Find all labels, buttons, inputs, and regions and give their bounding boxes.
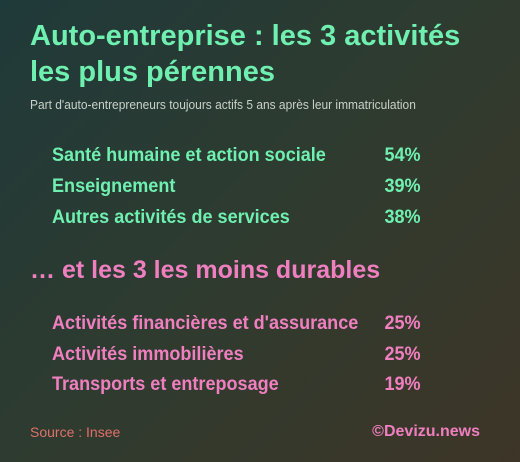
credit-link[interactable]: ©Devizu.news (372, 423, 480, 440)
top-row-label: Santé humaine et action sociale (52, 145, 326, 166)
chart-title: Auto-entreprise : les 3 activités les pl… (30, 20, 461, 88)
bottom-row-value: 25% (384, 313, 421, 334)
top-row-value: 39% (384, 176, 421, 197)
top-row-label: Enseignement (52, 176, 176, 197)
top-row: Santé humaine et action sociale 54% (52, 141, 421, 171)
bottom-heading: … et les 3 les moins durables (30, 256, 381, 284)
bottom-row: Activités immobilières 25% (52, 340, 421, 370)
top-row-label: Autres activités de services (52, 207, 290, 228)
bottom-row-label: Activités immobilières (52, 344, 244, 365)
bottom-row-label: Activités financières et d'assurance (52, 313, 359, 334)
bottom-row-label: Transports et entreposage (52, 374, 279, 395)
top-row: Autres activités de services 38% (52, 203, 421, 233)
bottom-row: Activités financières et d'assurance 25% (52, 309, 421, 339)
bottom-row-value: 25% (384, 344, 421, 365)
bottom-row: Transports et entreposage 19% (52, 370, 421, 400)
top-row: Enseignement 39% (52, 172, 421, 202)
source-note: Source : Insee (30, 424, 121, 440)
top-row-value: 38% (384, 207, 421, 228)
bottom-row-value: 19% (384, 374, 421, 395)
chart-subtitle: Part d'auto-entrepreneurs toujours actif… (30, 97, 416, 112)
top-row-value: 54% (384, 145, 421, 166)
